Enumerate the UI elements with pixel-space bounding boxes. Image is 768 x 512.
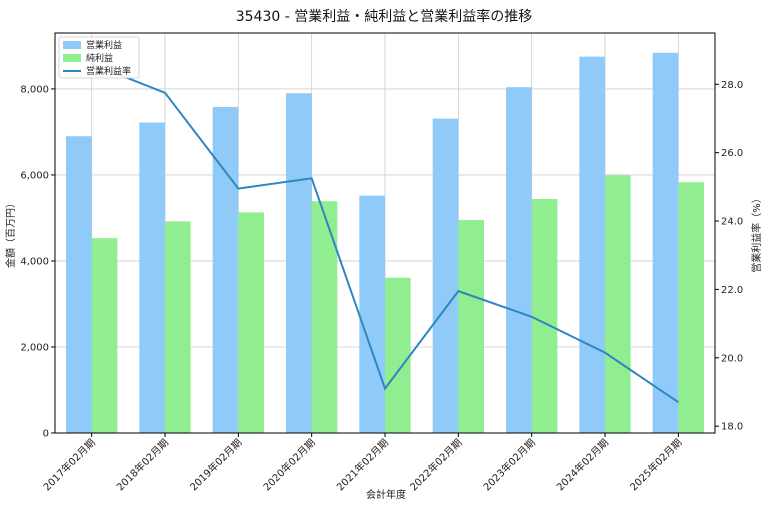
x-tick-label: 2024年02月期	[554, 436, 611, 493]
x-tick-label: 2017年02月期	[40, 436, 97, 493]
x-axis: 2017年02月期 2018年02月期 2019年02月期 2020年02月期 2021…	[40, 433, 684, 493]
x-axis-label: 会計年度	[366, 488, 406, 501]
bar-operating-profit	[359, 195, 385, 433]
legend-swatch	[63, 54, 81, 62]
y2-tick-label: 24.0	[721, 217, 743, 228]
legend-label: 純利益	[86, 52, 113, 64]
bar-operating-profit	[579, 56, 605, 433]
x-tick-label: 2018年02月期	[114, 436, 171, 493]
right-axis: 18.0 20.0 22.0 24.0 26.0 28.0	[715, 80, 743, 433]
bar-net-profit	[238, 212, 264, 433]
x-tick-label: 2020年02月期	[260, 436, 317, 493]
y-tick-label: 4,000	[20, 256, 49, 267]
x-tick-label: 2025年02月期	[627, 436, 684, 493]
chart-title: 35430 - 営業利益・純利益と営業利益率の推移	[236, 8, 533, 25]
legend-label: 営業利益率	[86, 65, 131, 77]
y2-tick-label: 20.0	[721, 353, 743, 364]
bar-net-profit	[91, 238, 118, 433]
bar-operating-profit	[139, 122, 165, 433]
bar-operating-profit	[212, 106, 239, 434]
y-tick-label: 0	[43, 429, 49, 440]
x-tick-label: 2019年02月期	[187, 436, 244, 493]
y2-tick-label: 28.0	[721, 80, 743, 91]
bar-net-profit	[458, 220, 484, 433]
y-tick-label: 6,000	[20, 170, 49, 181]
bar-operating-profit	[66, 136, 92, 433]
bars	[66, 52, 704, 434]
x-tick-label: 2022年02月期	[407, 436, 464, 493]
y-axis-label: 金額（百万円）	[4, 198, 17, 268]
bar-net-profit	[385, 277, 411, 433]
bar-operating-profit	[506, 87, 532, 434]
y-tick-label: 2,000	[20, 342, 49, 353]
legend-swatch	[63, 41, 81, 49]
x-tick-label: 2023年02月期	[480, 436, 537, 493]
bar-net-profit	[678, 182, 704, 433]
y2-tick-label: 26.0	[721, 148, 743, 159]
bar-net-profit	[165, 221, 191, 433]
bar-net-profit	[605, 175, 631, 433]
y2-tick-label: 18.0	[721, 422, 743, 433]
bar-operating-profit	[652, 52, 679, 434]
bar-net-profit	[311, 201, 338, 433]
left-axis: 0 2,000 4,000 6,000 8,000	[20, 84, 55, 440]
y2-axis-label: 営業利益率（%）	[750, 193, 763, 273]
x-tick-label: 2021年02月期	[334, 436, 391, 493]
bar-operating-profit	[432, 118, 459, 433]
y2-tick-label: 22.0	[721, 285, 743, 296]
bar-operating-profit	[286, 93, 312, 433]
legend-label: 営業利益	[86, 39, 122, 51]
y-tick-label: 8,000	[20, 84, 49, 95]
bar-net-profit	[531, 199, 558, 433]
